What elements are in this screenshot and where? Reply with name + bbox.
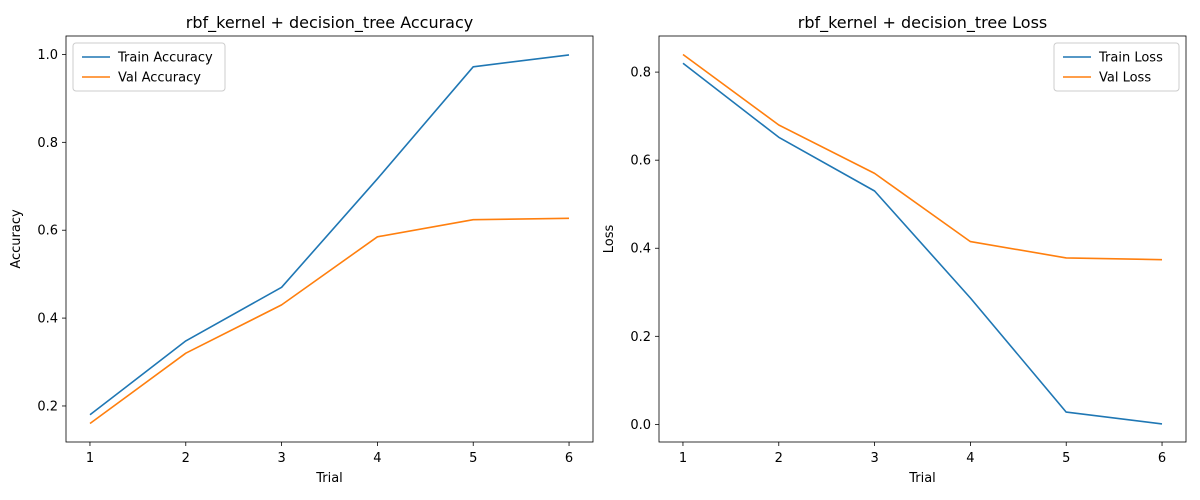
- accuracy-legend-box: [72, 42, 226, 92]
- accuracy-legend: Train Accuracy Val Accuracy: [72, 42, 226, 92]
- loss-y-tick-label: 0.6: [630, 154, 651, 169]
- loss-x-tick-label: 4: [966, 451, 974, 466]
- accuracy-y-tick-label: 0.8: [37, 136, 58, 151]
- accuracy-chart: rbf_kernel + decision_tree Accuracy Tria…: [9, 13, 594, 486]
- accuracy-x-tick-label: 2: [182, 451, 190, 466]
- loss-series-val-loss-line: [682, 53, 1163, 261]
- loss-x-tick-label: 5: [1062, 451, 1070, 466]
- loss-plot-frame: [658, 35, 1187, 443]
- accuracy-x-tick-label: 5: [469, 451, 477, 466]
- loss-y-tick-label: 0.2: [630, 330, 651, 345]
- accuracy-y-tick-label: 0.6: [37, 224, 58, 239]
- loss-series-train-loss-line: [682, 62, 1163, 425]
- accuracy-x-axis-label: Trial: [315, 471, 343, 486]
- accuracy-chart-title: rbf_kernel + decision_tree Accuracy: [186, 13, 473, 33]
- accuracy-legend-label-train-accuracy: Train Accuracy: [117, 51, 213, 66]
- loss-chart-title: rbf_kernel + decision_tree Loss: [798, 13, 1048, 33]
- loss-x-tick-label: 1: [679, 451, 687, 466]
- accuracy-x-tick-label: 3: [277, 451, 285, 466]
- loss-legend-label-train-loss: Train Loss: [1098, 51, 1163, 66]
- accuracy-x-tick-label: 4: [373, 451, 381, 466]
- accuracy-x-tick-label: 6: [565, 451, 573, 466]
- loss-x-tick-label: 6: [1158, 451, 1166, 466]
- accuracy-y-tick-label: 0.4: [37, 312, 58, 327]
- accuracy-legend-label-val-accuracy: Val Accuracy: [118, 71, 201, 86]
- accuracy-x-tick-label: 1: [86, 451, 94, 466]
- loss-legend: Train Loss Val Loss: [1053, 42, 1180, 92]
- accuracy-y-axis-label: Accuracy: [9, 209, 24, 269]
- loss-chart: rbf_kernel + decision_tree Loss Trial Lo…: [602, 13, 1187, 486]
- loss-y-axis-label: Loss: [602, 225, 617, 254]
- loss-x-tick-label: 3: [870, 451, 878, 466]
- accuracy-y-tick-label: 1.0: [37, 48, 58, 63]
- accuracy-series-val-accuracy-line: [89, 217, 570, 425]
- loss-x-tick-label: 2: [775, 451, 783, 466]
- loss-x-axis-label: Trial: [908, 471, 936, 486]
- accuracy-series-train-accuracy-line: [89, 54, 570, 416]
- loss-legend-box: [1053, 42, 1180, 92]
- loss-y-tick-label: 0.0: [630, 418, 651, 433]
- accuracy-y-tick-label: 0.2: [37, 399, 58, 414]
- loss-y-tick-label: 0.8: [630, 66, 651, 81]
- loss-y-tick-label: 0.4: [630, 242, 651, 257]
- loss-legend-label-val-loss: Val Loss: [1099, 71, 1151, 86]
- accuracy-plot-frame: [65, 35, 594, 443]
